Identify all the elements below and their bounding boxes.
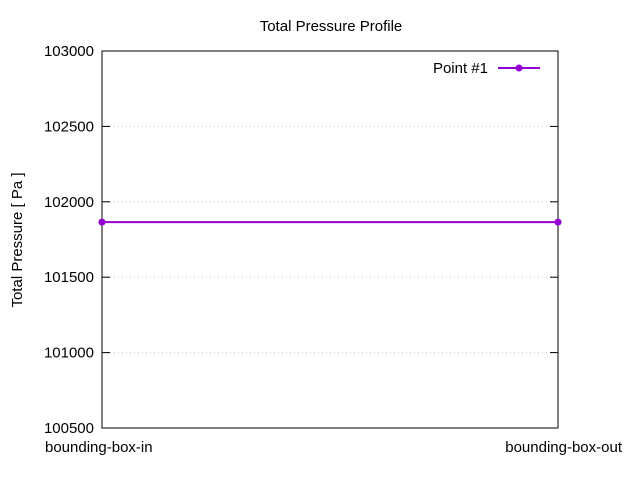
x-tick-label: bounding-box-in — [45, 439, 153, 456]
y-tick-label: 100500 — [44, 420, 94, 437]
y-tick-label: 102500 — [44, 118, 94, 135]
y-axis-label: Total Pressure [ Pa ] — [9, 172, 26, 307]
y-tick-label: 102000 — [44, 194, 94, 211]
grid-lines — [102, 125, 558, 354]
x-tick-label: bounding-box-out — [505, 439, 623, 456]
y-axis-ticks: 100500 101000 101500 102000 102500 103000 — [44, 43, 558, 437]
data-point — [554, 218, 562, 226]
series-group — [98, 218, 562, 226]
y-tick-label: 101000 — [44, 345, 94, 362]
data-point — [98, 218, 106, 226]
y-tick-label: 103000 — [44, 43, 94, 60]
y-tick-label: 101500 — [44, 269, 94, 286]
legend-label: Point #1 — [433, 60, 488, 77]
plot-area-border — [101, 50, 559, 429]
legend: Point #1 — [433, 60, 540, 77]
x-axis-ticks: bounding-box-in bounding-box-out — [45, 51, 623, 456]
legend-marker — [515, 64, 523, 72]
chart-title: Total Pressure Profile — [260, 18, 403, 35]
